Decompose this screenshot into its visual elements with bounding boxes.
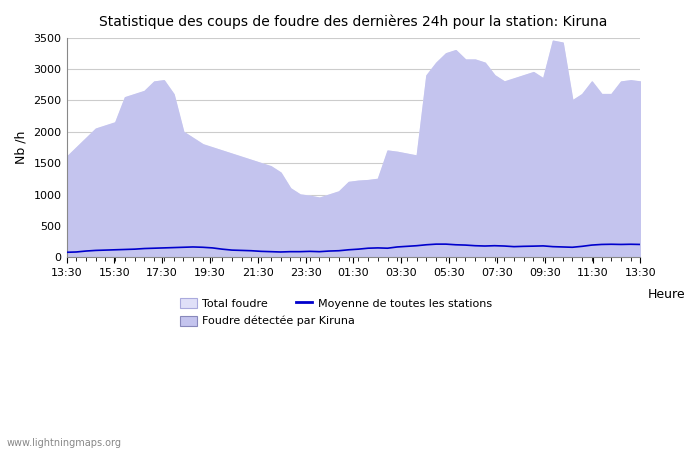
Text: Heure: Heure xyxy=(648,288,685,301)
Title: Statistique des coups de foudre des dernières 24h pour la station: Kiruna: Statistique des coups de foudre des dern… xyxy=(99,15,608,30)
Text: www.lightningmaps.org: www.lightningmaps.org xyxy=(7,438,122,448)
Legend: Foudre détectée par Kiruna: Foudre détectée par Kiruna xyxy=(176,311,359,331)
Y-axis label: Nb /h: Nb /h xyxy=(15,131,28,164)
